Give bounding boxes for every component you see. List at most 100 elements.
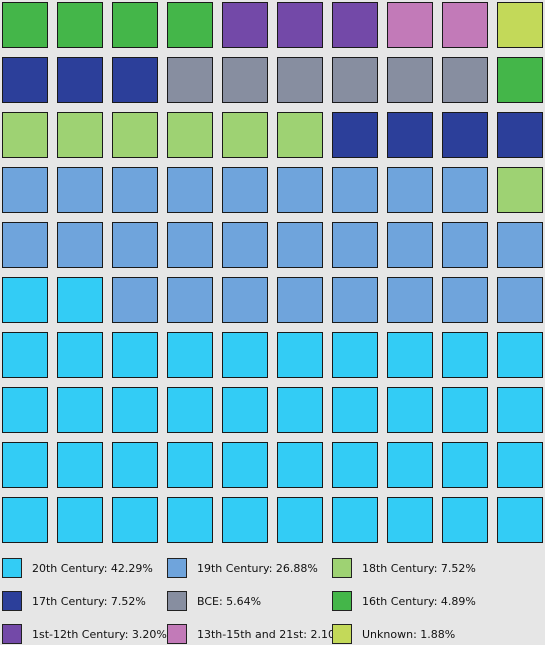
waffle-cell — [2, 332, 48, 378]
waffle-cell — [2, 497, 48, 543]
waffle-cell — [387, 442, 433, 488]
legend-item: BCE: 5.64% — [167, 590, 261, 612]
waffle-cell — [332, 167, 378, 213]
waffle-cell — [112, 167, 158, 213]
waffle-cell — [222, 497, 268, 543]
waffle-cell — [442, 497, 488, 543]
waffle-cell — [497, 442, 543, 488]
waffle-cell — [497, 167, 543, 213]
waffle-cell — [332, 2, 378, 48]
waffle-cell — [167, 497, 213, 543]
waffle-cell — [222, 2, 268, 48]
waffle-cell — [442, 112, 488, 158]
waffle-cell — [222, 167, 268, 213]
waffle-cell — [387, 277, 433, 323]
waffle-cell — [387, 222, 433, 268]
waffle-cell — [387, 112, 433, 158]
waffle-cell — [57, 277, 103, 323]
waffle-cell — [2, 277, 48, 323]
waffle-cell — [167, 442, 213, 488]
waffle-cell — [332, 57, 378, 103]
legend-item: 17th Century: 7.52% — [2, 590, 146, 612]
waffle-cell — [112, 497, 158, 543]
waffle-cell — [442, 332, 488, 378]
legend-label: 1st-12th Century: 3.20% — [32, 627, 167, 641]
waffle-cell — [167, 387, 213, 433]
legend-label: 16th Century: 4.89% — [362, 594, 476, 608]
waffle-cell — [277, 2, 323, 48]
waffle-cell — [277, 497, 323, 543]
legend-swatch — [167, 591, 187, 611]
waffle-cell — [2, 442, 48, 488]
waffle-cell — [2, 222, 48, 268]
waffle-cell — [112, 332, 158, 378]
legend-item: Unknown: 1.88% — [332, 623, 455, 645]
waffle-cell — [442, 222, 488, 268]
waffle-cell — [222, 277, 268, 323]
waffle-cell — [277, 277, 323, 323]
waffle-cell — [57, 497, 103, 543]
waffle-cell — [167, 2, 213, 48]
waffle-cell — [332, 277, 378, 323]
waffle-cell — [57, 112, 103, 158]
waffle-cell — [277, 167, 323, 213]
waffle-cell — [2, 57, 48, 103]
waffle-cell — [57, 2, 103, 48]
legend-item: 19th Century: 26.88% — [167, 557, 318, 579]
legend-label: 18th Century: 7.52% — [362, 561, 476, 575]
waffle-cell — [332, 112, 378, 158]
waffle-cell — [167, 112, 213, 158]
waffle-cell — [112, 442, 158, 488]
waffle-cell — [387, 2, 433, 48]
waffle-cell — [167, 277, 213, 323]
waffle-cell — [497, 112, 543, 158]
waffle-cell — [112, 222, 158, 268]
waffle-cell — [277, 112, 323, 158]
waffle-cell — [277, 442, 323, 488]
legend-swatch — [332, 624, 352, 644]
waffle-cell — [2, 387, 48, 433]
waffle-cell — [2, 112, 48, 158]
waffle-cell — [112, 277, 158, 323]
waffle-cell — [497, 57, 543, 103]
waffle-cell — [222, 57, 268, 103]
waffle-cell — [167, 332, 213, 378]
waffle-cell — [497, 277, 543, 323]
waffle-cell — [57, 387, 103, 433]
legend-swatch — [332, 558, 352, 578]
legend-swatch — [332, 591, 352, 611]
waffle-cell — [222, 442, 268, 488]
waffle-cell — [57, 442, 103, 488]
legend-item: 13th-15th and 21st: 2.10% — [167, 623, 345, 645]
legend-label: BCE: 5.64% — [197, 594, 262, 608]
waffle-cell — [222, 332, 268, 378]
waffle-cell — [442, 277, 488, 323]
waffle-cell — [497, 387, 543, 433]
waffle-cell — [332, 387, 378, 433]
legend-swatch — [2, 591, 22, 611]
waffle-cell — [497, 497, 543, 543]
waffle-cell — [167, 167, 213, 213]
legend-label: Unknown: 1.88% — [362, 627, 456, 641]
legend-swatch — [2, 624, 22, 644]
waffle-cell — [167, 222, 213, 268]
waffle-cell — [442, 442, 488, 488]
waffle-cell — [222, 387, 268, 433]
legend-label: 19th Century: 26.88% — [197, 561, 318, 575]
legend-label: 20th Century: 42.29% — [32, 561, 153, 575]
waffle-cell — [387, 332, 433, 378]
waffle-cell — [497, 332, 543, 378]
waffle-cell — [222, 222, 268, 268]
waffle-cell — [222, 112, 268, 158]
legend-label: 17th Century: 7.52% — [32, 594, 146, 608]
waffle-grid — [2, 2, 543, 543]
legend-swatch — [167, 558, 187, 578]
legend-item: 16th Century: 4.89% — [332, 590, 476, 612]
legend-item: 1st-12th Century: 3.20% — [2, 623, 167, 645]
waffle-cell — [387, 57, 433, 103]
waffle-cell — [57, 57, 103, 103]
waffle-cell — [277, 222, 323, 268]
waffle-cell — [167, 57, 213, 103]
waffle-cell — [2, 2, 48, 48]
